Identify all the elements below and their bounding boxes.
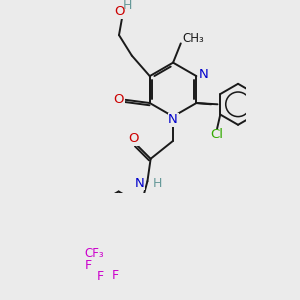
Text: H: H <box>153 177 162 190</box>
Text: O: O <box>114 93 124 106</box>
Text: H: H <box>123 0 132 12</box>
Text: CH₃: CH₃ <box>183 32 204 45</box>
Text: F: F <box>84 259 92 272</box>
Text: N: N <box>134 177 144 190</box>
Text: F: F <box>112 269 119 282</box>
Text: Cl: Cl <box>211 128 224 141</box>
Text: O: O <box>128 132 139 146</box>
Text: F: F <box>97 270 104 283</box>
Text: N: N <box>199 68 209 81</box>
Text: CF₃: CF₃ <box>84 247 104 260</box>
Text: N: N <box>168 113 178 126</box>
Text: O: O <box>114 5 125 18</box>
